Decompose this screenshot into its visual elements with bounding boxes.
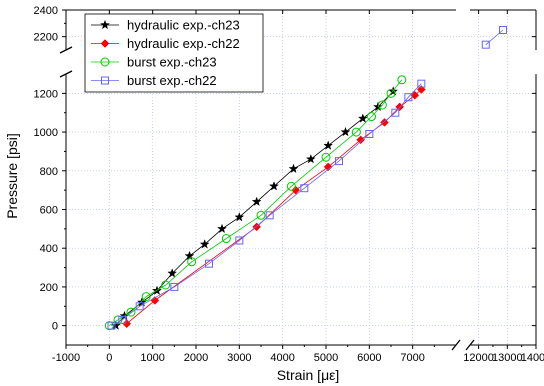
series-line [115,91,394,326]
y-tick-label: 1200 [34,88,58,100]
data-point [126,307,136,317]
data-point [99,19,111,30]
legend-item: burst exp.-ch22 [91,73,217,88]
data-point [356,135,366,145]
chart-grid [66,10,536,345]
data-point [397,75,407,85]
data-point [286,181,296,191]
chart-legend: hydraulic exp.-ch23 hydraulic exp.-ch22 bu… [84,13,264,93]
data-point [340,126,351,137]
data-point [291,185,301,195]
data-point [221,234,231,244]
data-point [167,268,178,278]
data-point [288,163,299,174]
legend-label: hydraulic exp.-ch23 [127,18,240,33]
data-point [205,259,213,268]
chart-series [104,26,507,331]
y-tick-label: 600 [40,205,58,217]
y-tick-label: 200 [40,282,58,294]
x-axis-label: Strain [με] [277,367,340,383]
data-point [135,302,144,311]
data-point [335,157,343,166]
data-point [323,162,333,172]
data-point [161,280,171,290]
x-tick-label: 2000 [184,352,208,364]
data-point [107,321,116,330]
data-point [199,239,210,249]
data-point [187,257,197,267]
data-point [321,152,331,162]
y-tick-label: 0 [52,321,58,333]
y-axis-label: Pressure [psi] [4,133,20,219]
y-tick-label: 800 [40,166,58,178]
legend-label: burst exp.-ch22 [127,73,217,88]
y-break-mark [59,70,73,78]
chart-axes: -1000 0 1000 2000 3000 4000 5000 6000 7000 120001… [34,5,544,364]
data-point [118,315,127,324]
axis-breaks [59,46,475,351]
y-tick-label: 1000 [34,127,58,139]
x-tick-label: 13000 [492,352,523,364]
x-tick-label: 7000 [400,352,424,364]
data-point [386,88,396,98]
data-point [323,140,334,150]
data-point [122,319,132,329]
y-break-mark [59,46,73,54]
data-point [251,196,262,207]
series-1 [110,86,399,330]
legend-box [84,13,264,93]
data-point [100,39,110,48]
legend-label: burst exp.-ch23 [127,55,217,70]
x-tick-label: 4000 [270,352,294,364]
data-point [351,127,361,137]
legend-label: hydraulic exp.-ch22 [127,36,240,51]
x-tick-label: 6000 [357,352,381,364]
data-point [417,79,426,88]
legend-item: hydraulic exp.-ch23 [91,18,240,33]
data-point [136,297,147,307]
data-point [357,113,368,123]
data-point [100,57,110,67]
data-point [365,130,374,139]
series-2 [122,85,426,329]
data-point [481,40,490,49]
data-point [235,236,244,245]
data-point [367,112,376,122]
data-point [216,223,228,234]
series-line [485,29,504,46]
data-point [170,282,179,291]
data-point [377,100,387,110]
x-tick-label: 0 [106,352,112,364]
data-point [404,93,413,102]
data-point [101,76,109,85]
x-tick-label: -1000 [52,352,80,364]
x-break-mark [465,339,475,351]
series-4 [107,26,507,330]
legend-item: hydraulic exp.-ch22 [91,36,240,51]
legend-item: burst exp.-ch23 [91,55,217,70]
data-point [256,210,266,220]
data-point [391,108,400,117]
x-tick-label: 3000 [227,352,251,364]
data-point [372,101,384,112]
data-point [300,184,309,193]
x-tick-label: 1000 [140,352,164,364]
data-point [265,211,274,220]
data-point [184,250,195,261]
data-point [141,292,151,302]
data-point [268,181,280,191]
data-point [234,211,245,222]
y-tick-label: 400 [40,243,58,255]
x-tick-label: 12000 [463,352,494,364]
series-line [111,83,422,326]
data-point [305,153,316,164]
data-point [499,26,507,34]
x-break-mark [451,339,461,351]
y-tick-label: 2200 [34,32,58,44]
x-tick-label: 5000 [314,352,338,364]
data-point [252,222,262,232]
y-tick-label: 2400 [34,5,58,17]
